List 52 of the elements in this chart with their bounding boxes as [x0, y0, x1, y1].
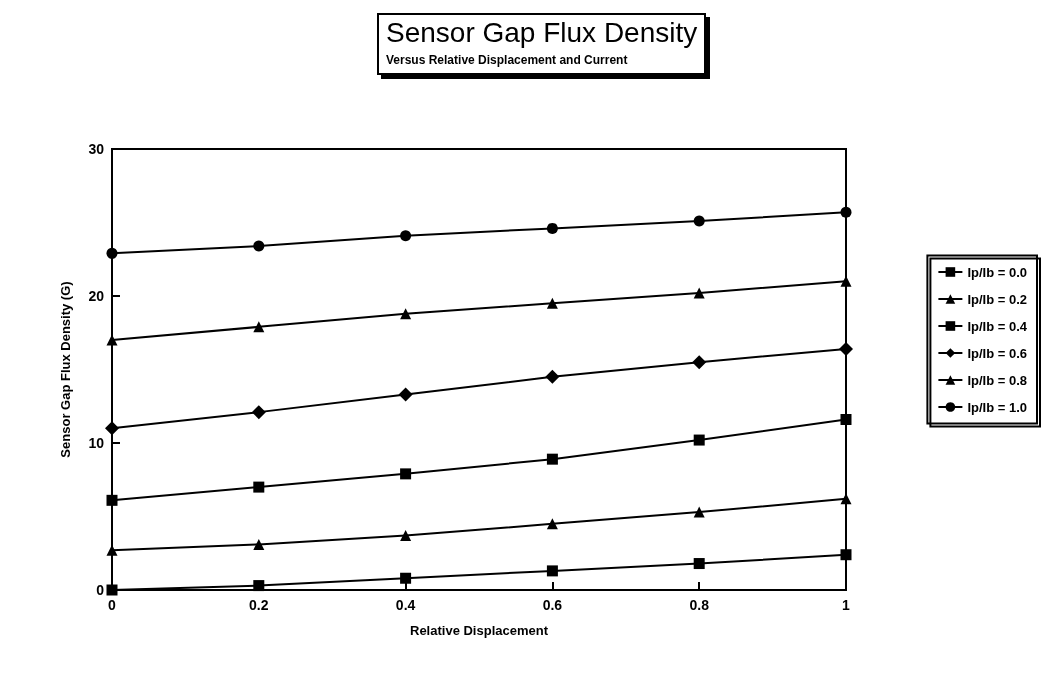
y-tick-label: 0: [96, 582, 105, 598]
point: [400, 572, 412, 584]
x-tick-label: 0.4: [395, 597, 416, 613]
point: [546, 518, 558, 530]
point: [106, 494, 118, 506]
chart-title: Sensor Gap Flux Density: [386, 16, 698, 48]
point: [400, 468, 412, 480]
point: [253, 321, 265, 333]
legend-label: Ip/Ib = 0.0: [967, 264, 1027, 280]
point: [253, 481, 265, 493]
x-tick-label: 0.2: [249, 597, 269, 613]
x-tick-label: 0.8: [689, 597, 710, 613]
point: [400, 530, 412, 542]
x-tick-label: 0.6: [542, 597, 563, 613]
legend-label: Ip/Ib = 0.2: [967, 291, 1027, 307]
point: [253, 538, 265, 550]
point: [693, 434, 705, 446]
point: [400, 230, 412, 242]
legend-label: Ip/Ib = 0.6: [967, 345, 1027, 361]
point: [693, 558, 705, 570]
x-tick-label: 1: [842, 597, 851, 613]
y-tick-label: 10: [88, 435, 105, 451]
point: [693, 215, 705, 227]
point: [693, 506, 705, 518]
point: [398, 387, 413, 402]
y-axis-title: Sensor Gap Flux Density (G): [58, 281, 73, 458]
legend-label: Ip/Ib = 0.4: [967, 318, 1028, 334]
point: [545, 369, 560, 384]
x-tick-label: 0: [108, 597, 117, 613]
point: [546, 565, 558, 577]
point: [253, 580, 265, 592]
point: [546, 453, 558, 465]
point: [840, 413, 852, 425]
y-tick-label: 20: [88, 288, 105, 304]
point: [400, 308, 412, 320]
legend-label: Ip/Ib = 1.0: [967, 399, 1027, 415]
y-tick-label: 30: [88, 141, 105, 157]
point: [692, 355, 707, 370]
point: [106, 584, 118, 596]
point: [840, 206, 852, 218]
point: [105, 421, 119, 436]
point: [106, 247, 118, 259]
point: [546, 222, 558, 234]
point: [546, 297, 558, 309]
chart-subtitle: Versus Relative Displacement and Current: [386, 53, 628, 67]
legend-label: Ip/Ib = 0.8: [967, 372, 1027, 388]
x-axis-title: Relative Displacement: [409, 623, 549, 638]
point: [253, 240, 265, 252]
point: [693, 287, 705, 299]
point: [840, 549, 852, 561]
point: [251, 405, 266, 420]
point: [839, 341, 853, 356]
